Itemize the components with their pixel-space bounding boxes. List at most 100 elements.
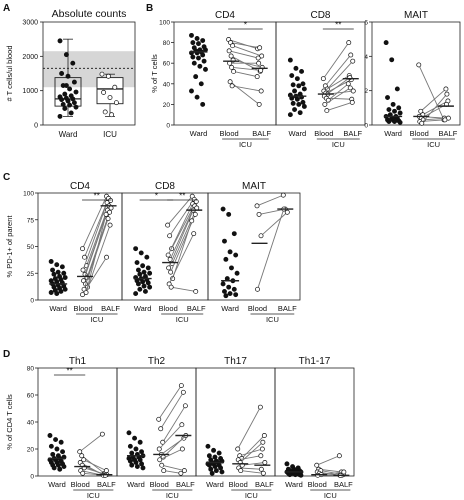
data-point-ward	[284, 461, 290, 467]
data-point-icu	[109, 112, 115, 118]
y-tick-label: 6	[364, 20, 368, 27]
data-point-ward	[200, 52, 206, 58]
data-point-ward	[50, 451, 56, 457]
significance-label: **	[94, 192, 100, 201]
x-tick-label: Blood	[314, 129, 333, 138]
data-point-ward	[73, 104, 79, 110]
data-point-ward	[134, 260, 140, 265]
data-point-blood	[168, 269, 174, 275]
data-point-ward	[301, 86, 307, 92]
y-tick-label: 3000	[22, 20, 38, 27]
data-point-balf	[256, 101, 262, 107]
data-point-ward	[298, 472, 304, 478]
x-tick-label: Ward	[59, 130, 78, 139]
pair-connector	[257, 208, 285, 290]
data-point-ward	[134, 464, 140, 469]
data-point-ward	[58, 288, 64, 294]
data-point-ward	[137, 457, 143, 463]
y-tick-label: 2	[364, 88, 368, 95]
y-tick-label: 40	[163, 81, 171, 88]
pair-connector	[260, 211, 288, 237]
data-point-blood	[322, 101, 328, 107]
pair-connector	[171, 286, 196, 292]
data-point-blood	[165, 252, 171, 258]
data-point-ward	[145, 280, 151, 286]
data-point-balf	[107, 222, 113, 228]
y-tick-label: 0	[166, 123, 170, 130]
x-tick-label: Blood	[159, 304, 178, 313]
group-label: ICU	[266, 315, 279, 324]
pair-connector	[233, 71, 258, 78]
data-point-blood	[157, 457, 163, 463]
data-point-balf	[99, 431, 105, 437]
data-point-ward	[139, 461, 145, 467]
y-tick-label: 4	[364, 54, 368, 61]
x-tick-label: Ward	[384, 129, 402, 138]
data-point-ward	[54, 262, 60, 268]
data-point-ward	[297, 110, 303, 116]
y-tick-label: 60	[163, 61, 171, 68]
y-tick-label: 2000	[22, 54, 38, 61]
data-point-ward	[133, 291, 139, 297]
pair-connector	[322, 42, 350, 79]
data-point-ward	[62, 275, 68, 280]
data-point-blood	[81, 457, 87, 463]
data-point-balf	[257, 45, 263, 51]
data-point-ward	[216, 450, 222, 456]
data-point-blood	[419, 120, 425, 126]
y-tick-label: 25	[27, 271, 35, 278]
data-point-ward	[63, 83, 69, 88]
data-point-blood	[324, 108, 330, 114]
data-point-blood	[159, 462, 165, 468]
subpanel-title: CD4	[70, 181, 90, 192]
plot-frame	[42, 21, 136, 126]
data-point-balf	[260, 470, 266, 476]
y-tick-label: 100	[23, 191, 34, 198]
data-point-ward	[390, 101, 396, 107]
y-tick-label: 0	[30, 298, 34, 305]
subpanel-title: MAIT	[242, 181, 266, 192]
data-point-ward	[59, 71, 65, 76]
data-point-ward	[233, 292, 239, 298]
data-point-icu	[99, 71, 105, 77]
data-point-ward	[65, 98, 71, 104]
y-axis-label: # T cells/ul blood	[5, 45, 14, 101]
y-tick-label: 80	[27, 366, 35, 373]
data-point-blood	[314, 462, 320, 468]
data-point-blood	[165, 222, 171, 228]
data-point-balf	[189, 218, 195, 224]
x-tick-label: Ward	[190, 129, 208, 138]
pair-connector	[167, 195, 193, 226]
data-point-icu	[107, 95, 113, 100]
y-tick-label: 0	[30, 474, 34, 481]
data-point-ward	[147, 270, 153, 276]
data-point-balf	[350, 58, 356, 64]
y-tick-label: 20	[163, 102, 171, 109]
x-tick-label: BALF	[439, 129, 458, 138]
y-tick-label: 0	[364, 123, 368, 130]
data-point-ward	[206, 453, 212, 459]
data-point-ward	[226, 211, 232, 217]
data-point-blood	[320, 76, 326, 82]
pair-connector	[82, 256, 107, 295]
data-point-ward	[60, 449, 66, 455]
significance-label: *	[155, 192, 158, 201]
data-point-ward	[59, 264, 65, 270]
data-point-blood	[254, 203, 260, 209]
data-point-balf	[257, 404, 263, 410]
data-point-blood	[228, 53, 234, 59]
data-point-ward	[296, 83, 302, 89]
data-point-blood	[230, 43, 236, 49]
data-point-balf	[105, 216, 111, 222]
data-point-blood	[255, 286, 260, 292]
data-point-ward	[190, 40, 196, 46]
x-tick-label: BALF	[176, 480, 195, 489]
data-point-ward	[139, 449, 145, 455]
pair-connector	[171, 207, 198, 264]
data-point-balf	[348, 52, 354, 58]
data-point-ward	[287, 112, 293, 118]
data-point-ward	[60, 101, 66, 107]
data-point-balf	[256, 60, 262, 66]
data-point-balf	[193, 288, 199, 294]
data-point-blood	[258, 233, 264, 239]
